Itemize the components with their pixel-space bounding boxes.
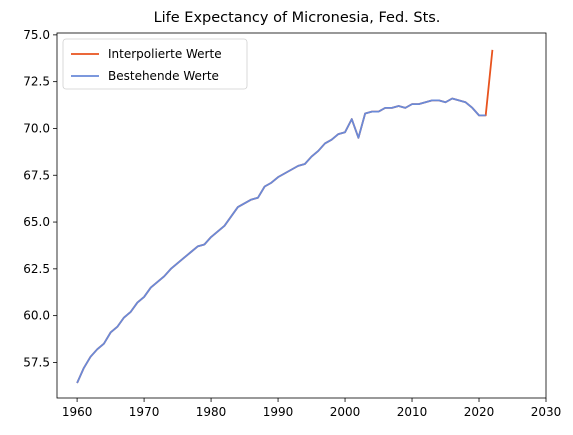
x-tick-label: 2030 [531,405,562,419]
plot-area-frame [56,32,547,399]
y-tick-label: 60.0 [23,309,50,323]
x-tick-label: 2000 [330,405,361,419]
legend-box [62,38,248,90]
y-axis: 57.5 60.0 62.5 65.0 67.5 70.0 72.5 75.0 [23,28,57,369]
y-tick-label: 67.5 [23,168,50,182]
x-tick-label: 2010 [397,405,428,419]
y-tick-label: 72.5 [23,75,50,89]
y-tick-label: 75.0 [23,28,50,42]
y-tick-label: 70.0 [23,121,50,135]
legend-label-1: Interpolierte Werte [108,47,222,61]
x-tick-label: 1990 [263,405,294,419]
legend-label-2: Bestehende Werte [108,69,219,83]
y-tick-label: 65.0 [23,215,50,229]
x-tick-label: 1960 [62,405,93,419]
y-tick-label: 62.5 [23,262,50,276]
series-line-2 [76,97,486,384]
x-tick-label: 2020 [464,405,495,419]
legend: Interpolierte Werte Bestehende Werte [62,38,248,90]
y-tick-label: 57.5 [23,355,50,369]
series-layer [76,49,494,384]
series-line-1 [76,49,494,384]
x-tick-label: 1970 [129,405,160,419]
x-tick-label: 1980 [196,405,227,419]
chart-title: Life Expectancy of Micronesia, Fed. Sts. [154,10,441,26]
x-axis: 1960 1970 1980 1990 2000 2010 2020 2030 [62,398,561,419]
